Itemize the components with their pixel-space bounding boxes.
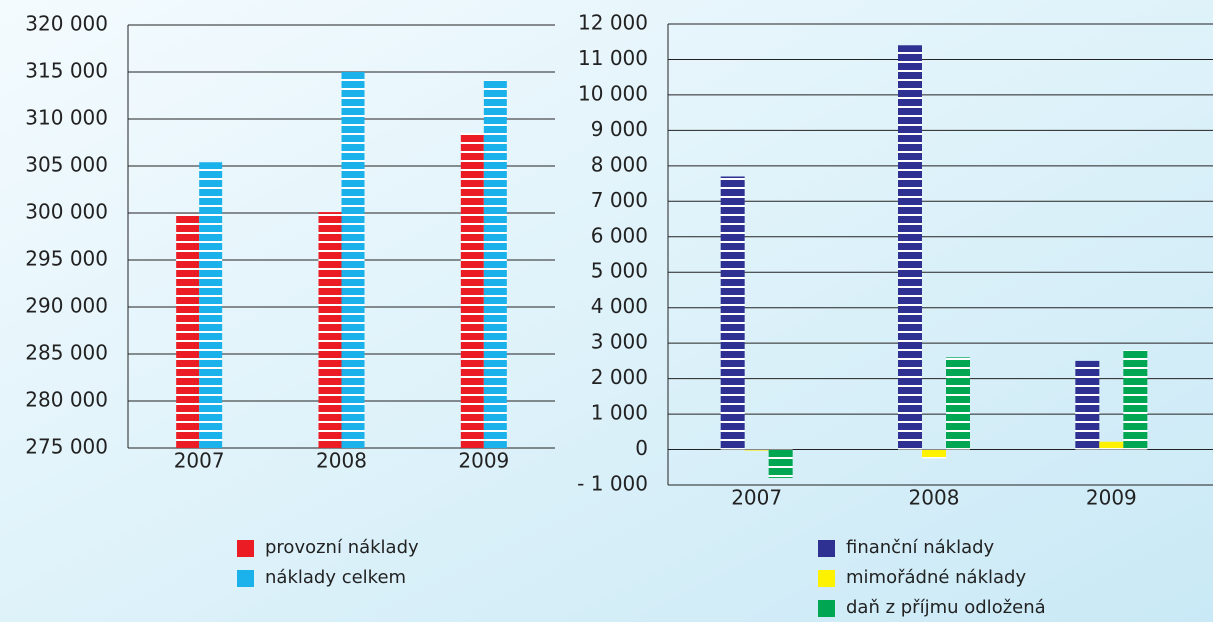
x-tick-label: 2009	[1086, 486, 1137, 510]
legend-label: finanční náklady	[846, 537, 995, 558]
x-tick-label: 2008	[909, 486, 960, 510]
y-tick-label: 10 000	[578, 81, 648, 105]
y-tick-label: 285 000	[25, 341, 108, 365]
y-tick-label: 1 000	[591, 401, 648, 425]
bar	[318, 212, 342, 448]
legend-label: provozní náklady	[265, 537, 419, 558]
y-tick-label: 9 000	[591, 117, 648, 141]
legend-label: mimořádné náklady	[846, 567, 1026, 588]
x-tick-label: 2008	[316, 449, 367, 473]
bar	[1075, 360, 1100, 450]
bar	[922, 449, 946, 459]
y-tick-label: 0	[635, 436, 648, 460]
y-tick-label: 280 000	[25, 388, 108, 412]
bar	[460, 133, 484, 448]
y-tick-label: 300 000	[25, 200, 108, 224]
y-tick-label: 5 000	[591, 259, 648, 283]
bar	[898, 45, 922, 450]
y-tick-label: 320 000	[25, 12, 108, 36]
x-tick-label: 2009	[458, 449, 509, 473]
y-tick-label: 6 000	[591, 223, 648, 247]
bar	[483, 80, 507, 449]
bar	[199, 162, 223, 449]
y-tick-label: 12 000	[578, 11, 648, 35]
legend-swatch	[237, 570, 254, 587]
y-tick-label: 290 000	[25, 294, 108, 318]
y-tick-label: 275 000	[25, 435, 108, 459]
y-tick-label: - 1 000	[577, 472, 648, 496]
bar	[946, 357, 970, 450]
y-tick-label: 315 000	[25, 59, 108, 83]
legend-swatch	[237, 540, 254, 557]
legend-swatch	[818, 600, 835, 617]
bar	[720, 176, 745, 450]
bar	[341, 72, 365, 448]
y-tick-label: 2 000	[591, 365, 648, 389]
bar	[176, 213, 200, 448]
bar	[1099, 441, 1124, 450]
y-tick-label: 4 000	[591, 294, 648, 318]
y-tick-label: 3 000	[591, 330, 648, 354]
legend-swatch	[818, 540, 835, 557]
x-tick-label: 2007	[174, 449, 225, 473]
bar	[1123, 350, 1148, 450]
y-tick-label: 295 000	[25, 247, 108, 271]
y-tick-label: 11 000	[578, 46, 648, 70]
y-tick-label: 305 000	[25, 153, 108, 177]
legend-swatch	[818, 570, 835, 587]
y-tick-label: 310 000	[25, 106, 108, 130]
x-tick-label: 2007	[731, 486, 782, 510]
legend-label: daň z příjmu odložená	[846, 597, 1046, 618]
bar	[768, 449, 793, 478]
legend-label: náklady celkem	[265, 567, 406, 588]
y-tick-label: 8 000	[591, 152, 648, 176]
bar	[744, 449, 769, 451]
y-tick-label: 7 000	[591, 188, 648, 212]
